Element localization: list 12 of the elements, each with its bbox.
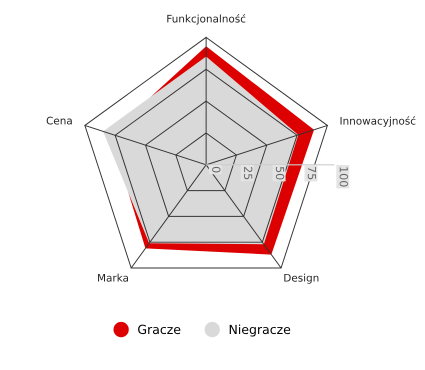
- spoke-label: Funkcjonalność: [167, 14, 246, 25]
- y-tick-label: 0: [212, 166, 221, 172]
- y-tick-label: 25: [244, 166, 252, 180]
- legend-label: Gracze: [138, 324, 180, 334]
- y-tick-label: 50: [276, 166, 284, 180]
- y-tick-label: 100: [340, 167, 348, 187]
- spoke-label: Marka: [98, 274, 128, 282]
- spoke-label: Design: [284, 274, 318, 284]
- y-tick-label: 75: [308, 167, 316, 180]
- spoke-label: Innowacyjność: [340, 116, 416, 127]
- legend-label: Niegracze: [230, 324, 290, 337]
- spoke-label: Cena: [46, 116, 72, 125]
